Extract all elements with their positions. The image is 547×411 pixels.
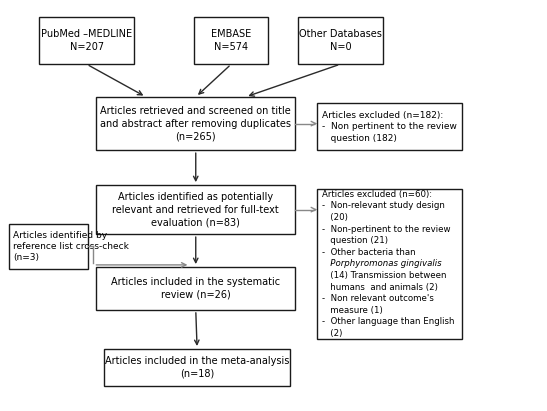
- Text: (2): (2): [322, 329, 342, 338]
- FancyBboxPatch shape: [298, 17, 382, 64]
- FancyBboxPatch shape: [317, 103, 462, 150]
- Text: Porphyromonas gingivalis: Porphyromonas gingivalis: [322, 259, 441, 268]
- Text: humans  and animals (2): humans and animals (2): [322, 282, 438, 291]
- Text: Articles retrieved and screened on title
and abstract after removing duplicates
: Articles retrieved and screened on title…: [100, 106, 291, 141]
- Text: measure (1): measure (1): [322, 306, 382, 315]
- FancyBboxPatch shape: [194, 17, 268, 64]
- Text: Articles identified by
reference list cross-check
(n=3): Articles identified by reference list cr…: [13, 231, 129, 262]
- FancyBboxPatch shape: [96, 97, 295, 150]
- FancyBboxPatch shape: [96, 267, 295, 310]
- FancyBboxPatch shape: [96, 185, 295, 234]
- FancyBboxPatch shape: [104, 349, 290, 386]
- Text: Articles included in the meta-analysis
(n=18): Articles included in the meta-analysis (…: [105, 356, 289, 379]
- Text: question (21): question (21): [322, 236, 387, 245]
- Text: Articles excluded (n=182):
-  Non pertinent to the review
   question (182): Articles excluded (n=182): - Non pertine…: [322, 111, 456, 143]
- FancyBboxPatch shape: [39, 17, 135, 64]
- Text: -  Other bacteria than: - Other bacteria than: [322, 248, 415, 257]
- FancyBboxPatch shape: [317, 189, 462, 339]
- FancyBboxPatch shape: [9, 224, 88, 269]
- Text: EMBASE
N=574: EMBASE N=574: [211, 29, 251, 52]
- Text: Articles excluded (n=60):: Articles excluded (n=60):: [322, 190, 432, 199]
- Text: Other Databases
N=0: Other Databases N=0: [299, 29, 382, 52]
- Text: (14) Transmission between: (14) Transmission between: [322, 271, 446, 280]
- Text: -  Non-relevant study design: - Non-relevant study design: [322, 201, 444, 210]
- Text: PubMed –MEDLINE
N=207: PubMed –MEDLINE N=207: [41, 29, 132, 52]
- Text: Articles identified as potentially
relevant and retrieved for full-text
evaluati: Articles identified as potentially relev…: [112, 192, 279, 227]
- Text: (20): (20): [322, 213, 347, 222]
- Text: -  Other language than English: - Other language than English: [322, 317, 454, 326]
- Text: -  Non-pertinent to the review: - Non-pertinent to the review: [322, 225, 450, 233]
- Text: Articles included in the systematic
review (n=26): Articles included in the systematic revi…: [111, 277, 280, 300]
- Text: -  Non relevant outcome's: - Non relevant outcome's: [322, 294, 433, 303]
